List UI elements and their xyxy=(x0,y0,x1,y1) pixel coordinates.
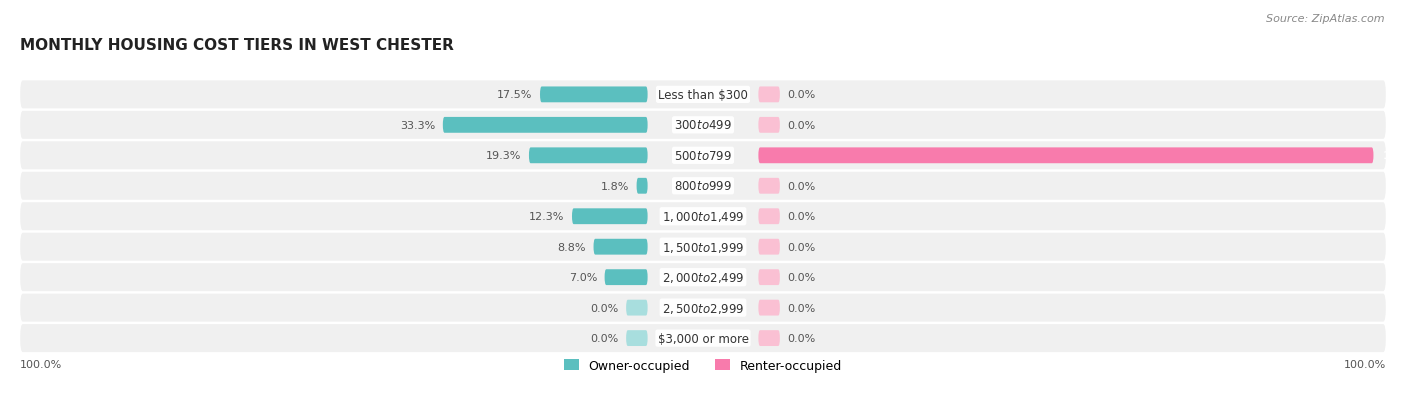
Text: 0.0%: 0.0% xyxy=(787,242,815,252)
Text: 33.3%: 33.3% xyxy=(401,121,436,131)
FancyBboxPatch shape xyxy=(20,142,1386,170)
Text: 0.0%: 0.0% xyxy=(787,212,815,222)
Text: 0.0%: 0.0% xyxy=(787,273,815,282)
Text: 0.0%: 0.0% xyxy=(787,303,815,313)
Text: $800 to $999: $800 to $999 xyxy=(673,180,733,193)
Text: 0.0%: 0.0% xyxy=(787,121,815,131)
FancyBboxPatch shape xyxy=(637,178,648,194)
Text: Less than $300: Less than $300 xyxy=(658,89,748,102)
Text: 0.0%: 0.0% xyxy=(787,333,815,343)
Text: 100.0%: 100.0% xyxy=(1344,359,1386,369)
Text: 0.0%: 0.0% xyxy=(787,181,815,191)
FancyBboxPatch shape xyxy=(529,148,648,164)
Text: 0.0%: 0.0% xyxy=(591,303,619,313)
Text: 12.3%: 12.3% xyxy=(529,212,565,222)
Legend: Owner-occupied, Renter-occupied: Owner-occupied, Renter-occupied xyxy=(564,359,842,372)
FancyBboxPatch shape xyxy=(572,209,648,225)
Text: 17.5%: 17.5% xyxy=(498,90,533,100)
Text: 100.0%: 100.0% xyxy=(1382,151,1406,161)
FancyBboxPatch shape xyxy=(758,118,780,133)
FancyBboxPatch shape xyxy=(20,203,1386,231)
FancyBboxPatch shape xyxy=(20,233,1386,261)
FancyBboxPatch shape xyxy=(443,118,648,133)
FancyBboxPatch shape xyxy=(20,263,1386,292)
FancyBboxPatch shape xyxy=(758,87,780,103)
Text: 19.3%: 19.3% xyxy=(486,151,522,161)
Text: 1.8%: 1.8% xyxy=(600,181,630,191)
FancyBboxPatch shape xyxy=(758,270,780,285)
FancyBboxPatch shape xyxy=(20,172,1386,200)
Text: MONTHLY HOUSING COST TIERS IN WEST CHESTER: MONTHLY HOUSING COST TIERS IN WEST CHEST… xyxy=(20,38,454,52)
FancyBboxPatch shape xyxy=(20,294,1386,322)
Text: $2,000 to $2,499: $2,000 to $2,499 xyxy=(662,271,744,285)
Text: 7.0%: 7.0% xyxy=(569,273,598,282)
Text: $2,500 to $2,999: $2,500 to $2,999 xyxy=(662,301,744,315)
Text: $1,000 to $1,499: $1,000 to $1,499 xyxy=(662,210,744,224)
FancyBboxPatch shape xyxy=(540,87,648,103)
Text: 0.0%: 0.0% xyxy=(591,333,619,343)
FancyBboxPatch shape xyxy=(626,330,648,346)
Text: 8.8%: 8.8% xyxy=(558,242,586,252)
Text: 100.0%: 100.0% xyxy=(20,359,62,369)
FancyBboxPatch shape xyxy=(605,270,648,285)
FancyBboxPatch shape xyxy=(758,148,1374,164)
Text: $500 to $799: $500 to $799 xyxy=(673,150,733,162)
FancyBboxPatch shape xyxy=(758,300,780,316)
FancyBboxPatch shape xyxy=(20,324,1386,352)
Text: $1,500 to $1,999: $1,500 to $1,999 xyxy=(662,240,744,254)
FancyBboxPatch shape xyxy=(20,81,1386,109)
FancyBboxPatch shape xyxy=(758,239,780,255)
FancyBboxPatch shape xyxy=(593,239,648,255)
FancyBboxPatch shape xyxy=(626,300,648,316)
FancyBboxPatch shape xyxy=(758,178,780,194)
FancyBboxPatch shape xyxy=(758,330,780,346)
FancyBboxPatch shape xyxy=(20,112,1386,140)
Text: $300 to $499: $300 to $499 xyxy=(673,119,733,132)
Text: 0.0%: 0.0% xyxy=(787,90,815,100)
Text: Source: ZipAtlas.com: Source: ZipAtlas.com xyxy=(1267,14,1385,24)
Text: $3,000 or more: $3,000 or more xyxy=(658,332,748,345)
FancyBboxPatch shape xyxy=(758,209,780,225)
